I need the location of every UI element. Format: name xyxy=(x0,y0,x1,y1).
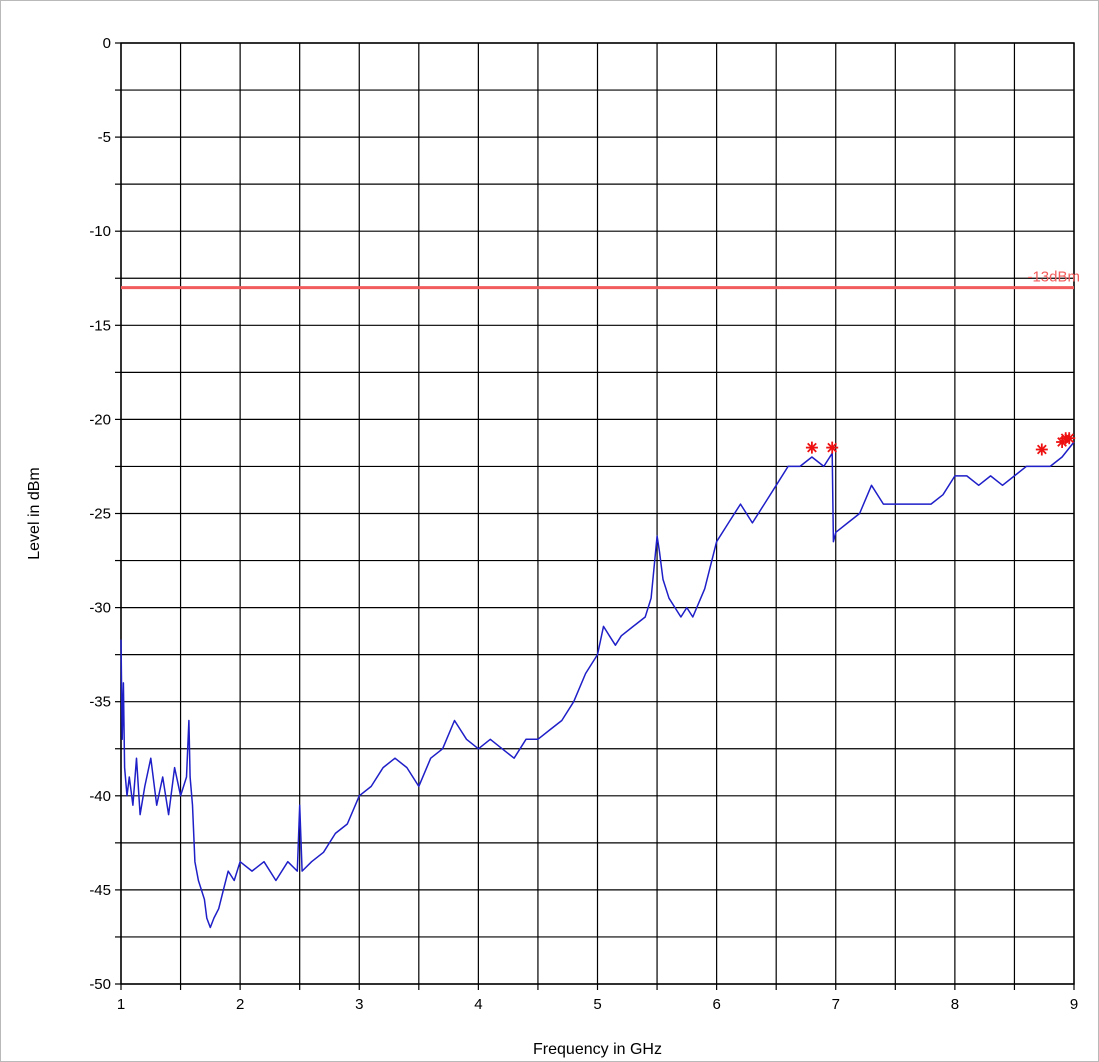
y-tick-label: 0 xyxy=(103,35,111,52)
peak-markers xyxy=(805,432,1076,456)
x-tick-label: 1 xyxy=(117,996,125,1013)
x-tick-label: 4 xyxy=(474,996,482,1013)
marker-stroke xyxy=(1064,433,1075,444)
peak-marker-2 xyxy=(1035,443,1048,456)
x-tick-label: 6 xyxy=(712,996,720,1013)
y-tick-label: -15 xyxy=(89,317,111,334)
y-tick-label: -35 xyxy=(89,694,111,711)
marker-stroke xyxy=(807,442,817,453)
x-tick-label: 5 xyxy=(593,996,601,1013)
y-tick-label: -20 xyxy=(89,411,111,428)
y-tick-label: -40 xyxy=(89,788,111,805)
grid xyxy=(115,42,1075,990)
y-tick-label: -45 xyxy=(89,882,111,899)
y-tick-label: -5 xyxy=(98,129,111,146)
marker-stroke xyxy=(1036,444,1047,455)
y-tick-labels: 0 -5 -10 -15 -20 -25 -30 -35 -40 -45 -50 xyxy=(89,35,111,993)
y-tick-label: -50 xyxy=(89,976,111,993)
x-tick-label: 9 xyxy=(1070,996,1078,1013)
x-tick-label: 7 xyxy=(832,996,840,1013)
y-tick-label: -10 xyxy=(89,223,111,240)
x-tick-label: 3 xyxy=(355,996,363,1013)
marker-stroke xyxy=(827,442,838,453)
series-line-0 xyxy=(120,441,1075,929)
y-tick-label: -30 xyxy=(89,600,111,617)
x-axis-label: Frequency in GHz xyxy=(533,1041,662,1058)
x-tick-label: 8 xyxy=(951,996,959,1013)
limit-line-group: -13dBm xyxy=(121,269,1080,290)
y-axis-label: Level in dBm xyxy=(26,467,43,560)
y-tick-label: -25 xyxy=(89,506,111,523)
series-layer xyxy=(120,441,1075,929)
peak-marker-1 xyxy=(826,441,839,454)
x-tick-labels: 1 2 3 4 5 6 7 8 9 xyxy=(117,996,1078,1013)
peak-marker-5 xyxy=(1063,432,1076,445)
x-tick-label: 2 xyxy=(236,996,244,1013)
limit-line-label: -13dBm xyxy=(1027,269,1080,286)
peak-marker-0 xyxy=(805,441,818,454)
plot-border xyxy=(120,42,1075,985)
